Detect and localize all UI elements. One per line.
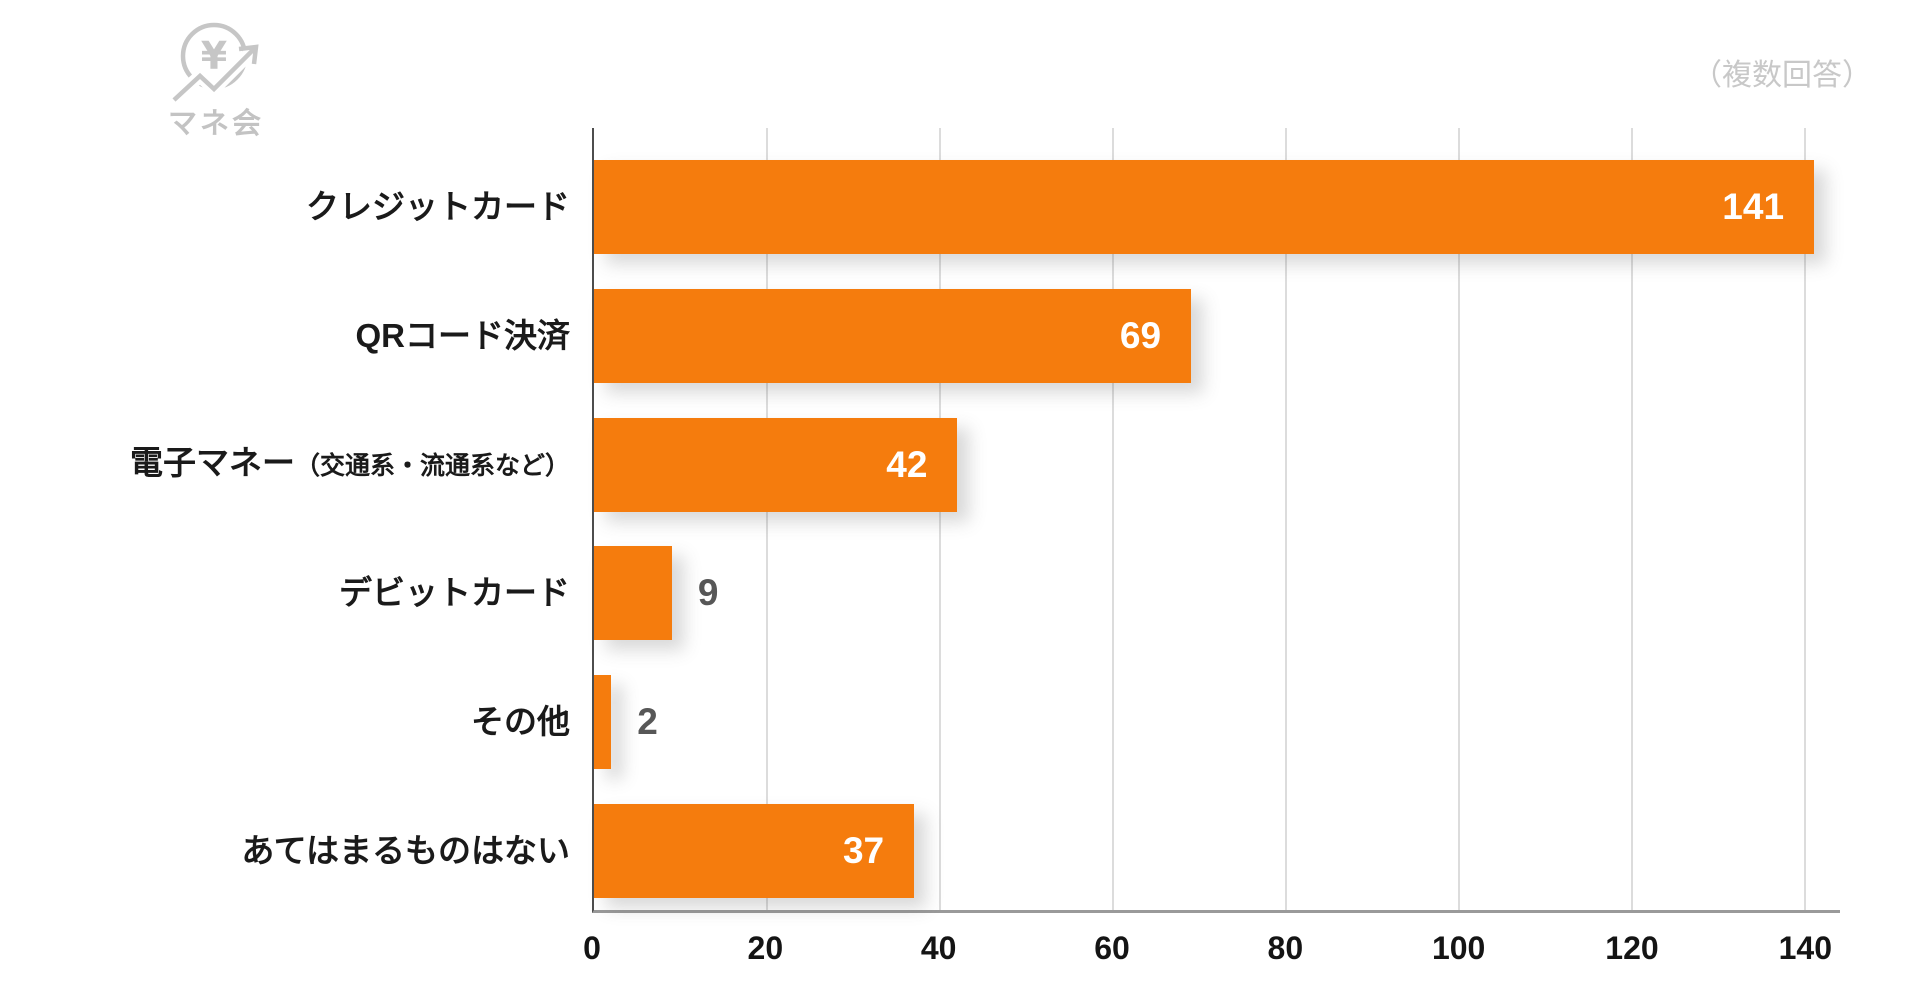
bar-value-label: 9: [697, 572, 719, 614]
gridline: [1804, 128, 1807, 910]
category-label-main: QRコード決済: [355, 316, 571, 354]
category-label-main: あてはまるものはない: [241, 831, 570, 869]
x-tick-label: 20: [747, 930, 784, 966]
plot-area: クレジットカード 141 QRコード決済 69 電子マネー（交通系・流通系など）…: [130, 128, 1840, 913]
bar-row: 電子マネー（交通系・流通系など） 42: [130, 417, 1840, 512]
category-label: デビットカード: [339, 546, 570, 640]
x-tick-label: 80: [1267, 930, 1304, 966]
bar-value-label: 141: [1722, 186, 1785, 227]
category-label-main: クレジットカード: [306, 188, 570, 225]
x-tick-label: 100: [1431, 930, 1486, 966]
x-tick-label: 40: [920, 930, 957, 966]
bar-value-label: 69: [1119, 314, 1162, 356]
bar-value-label: 42: [886, 443, 928, 485]
category-label: 電子マネー（交通系・流通系など）: [130, 416, 570, 513]
bar-row: クレジットカード 141: [306, 160, 1840, 254]
bar-value-label: 2: [637, 701, 658, 743]
gridline: [1631, 128, 1634, 910]
x-tick-label: 120: [1605, 930, 1659, 966]
gridline: [766, 128, 769, 910]
gridline-layer: [594, 128, 1840, 910]
coin-yen-trend-arrow-icon: ¥: [169, 22, 260, 104]
bar-value-label: 37: [842, 829, 885, 871]
category-label-main: 電子マネー: [129, 444, 295, 482]
gridline: [1458, 128, 1461, 910]
bar: 42: [594, 417, 958, 512]
bar-rows: クレジットカード 141 QRコード決済 69 電子マネー（交通系・流通系など）…: [130, 160, 1840, 898]
bar: 37: [594, 803, 915, 898]
bar: 69: [594, 288, 1192, 383]
category-label: クレジットカード: [306, 160, 570, 254]
bar-row: その他 2: [471, 675, 1840, 770]
manekai-logo: ¥ マネ会: [146, 18, 286, 142]
bar: [594, 546, 672, 641]
category-label-main: デビットカード: [339, 574, 570, 612]
bar: 141: [594, 160, 1815, 254]
gridline: [939, 128, 942, 910]
gridline: [1112, 128, 1115, 910]
x-axis: 0 20 40 60 80 100 120 140: [583, 930, 1840, 985]
category-label-main: その他: [471, 703, 570, 741]
category-label: QRコード決済: [356, 289, 571, 383]
bar-row: デビットカード 9: [339, 546, 1840, 641]
logo-wordmark: マネ会: [167, 108, 264, 140]
bar: [594, 675, 612, 770]
category-label: その他: [471, 675, 570, 769]
svg-text:¥: ¥: [201, 34, 227, 78]
bar-row: あてはまるものはない 37: [241, 803, 1840, 898]
category-label: あてはまるものはない: [241, 804, 570, 898]
gridline: [1285, 128, 1288, 910]
x-tick-label: 140: [1778, 930, 1833, 966]
category-label-sub: （交通系・流通系など）: [294, 452, 570, 481]
x-tick-label: 0: [583, 930, 601, 966]
multiple-answers-note: （複数回答）: [1692, 59, 1872, 92]
x-tick-label: 60: [1094, 930, 1130, 966]
bar-row: QRコード決済 69: [356, 288, 1840, 383]
